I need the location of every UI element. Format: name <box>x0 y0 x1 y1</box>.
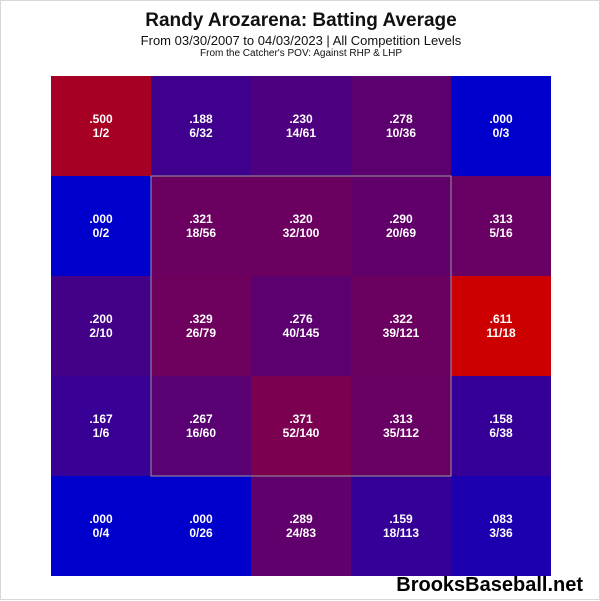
zone-avg-label: .371 <box>289 412 313 426</box>
zone-avg-label: .611 <box>490 312 513 326</box>
zone-cell-r4-c4 <box>451 476 551 576</box>
zone-cell-r0-c2 <box>251 76 351 176</box>
chart-subtitle-pov: From the Catcher's POV: Against RHP & LH… <box>200 48 402 59</box>
zone-avg-label: .320 <box>289 212 313 226</box>
zone-cell-r2-c2 <box>251 276 351 376</box>
zone-ratio-label: 35/112 <box>383 426 419 440</box>
zone-ratio-label: 6/32 <box>189 126 213 140</box>
zone-cell-r1-c0 <box>51 176 151 276</box>
zone-ratio-label: 1/2 <box>93 126 110 140</box>
zone-cell-r3-c1 <box>151 376 251 476</box>
brooks-baseball-watermark: BrooksBaseball.net <box>396 574 583 596</box>
zone-ratio-label: 20/69 <box>386 226 416 240</box>
zone-ratio-label: 18/113 <box>383 526 419 540</box>
zone-cell-r2-c4 <box>451 276 551 376</box>
zone-avg-label: .321 <box>189 212 213 226</box>
zone-ratio-label: 11/18 <box>486 326 516 340</box>
zone-ratio-label: 16/60 <box>186 426 216 440</box>
zone-cell-r1-c1 <box>151 176 251 276</box>
zone-avg-label: .000 <box>189 512 213 526</box>
zone-cell-r0-c0 <box>51 76 151 176</box>
zone-cell-r4-c3 <box>351 476 451 576</box>
zone-cell-r1-c2 <box>251 176 351 276</box>
strike-zone-outline <box>150 175 452 477</box>
zone-avg-label: .290 <box>389 212 413 226</box>
zone-avg-label: .313 <box>389 412 413 426</box>
zone-avg-label: .289 <box>289 512 313 526</box>
zone-ratio-label: 14/61 <box>286 126 316 140</box>
zone-ratio-label: 26/79 <box>186 326 216 340</box>
zone-avg-label: .000 <box>89 212 113 226</box>
zone-avg-label: .276 <box>289 312 313 326</box>
zone-ratio-label: 6/38 <box>489 426 513 440</box>
zone-cell-r3-c0 <box>51 376 151 476</box>
zone-avg-label: .158 <box>489 412 513 426</box>
zone-ratio-label: 0/3 <box>493 126 510 140</box>
zone-avg-label: .230 <box>289 112 313 126</box>
zone-ratio-label: 52/140 <box>283 426 320 440</box>
zone-avg-label: .159 <box>389 512 413 526</box>
zone-cell-r0-c1 <box>151 76 251 176</box>
zone-ratio-label: 0/4 <box>93 526 110 540</box>
zone-avg-label: .083 <box>489 512 513 526</box>
zone-ratio-label: 18/56 <box>186 226 216 240</box>
zone-avg-label: .188 <box>189 112 213 126</box>
zone-avg-label: .000 <box>489 112 513 126</box>
zone-ratio-label: 32/100 <box>283 226 320 240</box>
zone-ratio-label: 2/10 <box>89 326 113 340</box>
zone-cell-r2-c1 <box>151 276 251 376</box>
zone-cell-r3-c3 <box>351 376 451 476</box>
zone-ratio-label: 3/36 <box>489 526 513 540</box>
zone-cell-r3-c4 <box>451 376 551 476</box>
zone-ratio-label: 39/121 <box>383 326 420 340</box>
zone-avg-label: .000 <box>89 512 113 526</box>
zone-ratio-label: 10/36 <box>386 126 416 140</box>
zone-ratio-label: 1/6 <box>93 426 110 440</box>
zone-ratio-label: 0/2 <box>93 226 110 240</box>
zone-avg-label: .267 <box>189 412 213 426</box>
zone-avg-label: .200 <box>89 312 113 326</box>
zone-cell-r4-c1 <box>151 476 251 576</box>
zone-cell-r2-c3 <box>351 276 451 376</box>
zone-avg-label: .167 <box>89 412 113 426</box>
zone-cell-r2-c0 <box>51 276 151 376</box>
zone-avg-label: .329 <box>189 312 213 326</box>
zone-ratio-label: 5/16 <box>489 226 513 240</box>
zone-ratio-label: 0/26 <box>189 526 213 540</box>
zone-avg-label: .313 <box>489 212 513 226</box>
chart-title: Randy Arozarena: Batting Average <box>145 10 457 31</box>
zone-cell-r0-c3 <box>351 76 451 176</box>
zone-cell-r1-c4 <box>451 176 551 276</box>
zone-avg-label: .322 <box>389 312 413 326</box>
zone-cell-r4-c0 <box>51 476 151 576</box>
zone-cell-r0-c4 <box>451 76 551 176</box>
zone-ratio-label: 24/83 <box>286 526 316 540</box>
zone-cell-r3-c2 <box>251 376 351 476</box>
zone-cell-r1-c3 <box>351 176 451 276</box>
zone-cell-r4-c2 <box>251 476 351 576</box>
zone-avg-label: .500 <box>89 112 113 126</box>
zone-ratio-label: 40/145 <box>283 326 320 340</box>
chart-subtitle: From 03/30/2007 to 04/03/2023 | All Comp… <box>140 33 462 48</box>
zone-avg-label: .278 <box>389 112 413 126</box>
